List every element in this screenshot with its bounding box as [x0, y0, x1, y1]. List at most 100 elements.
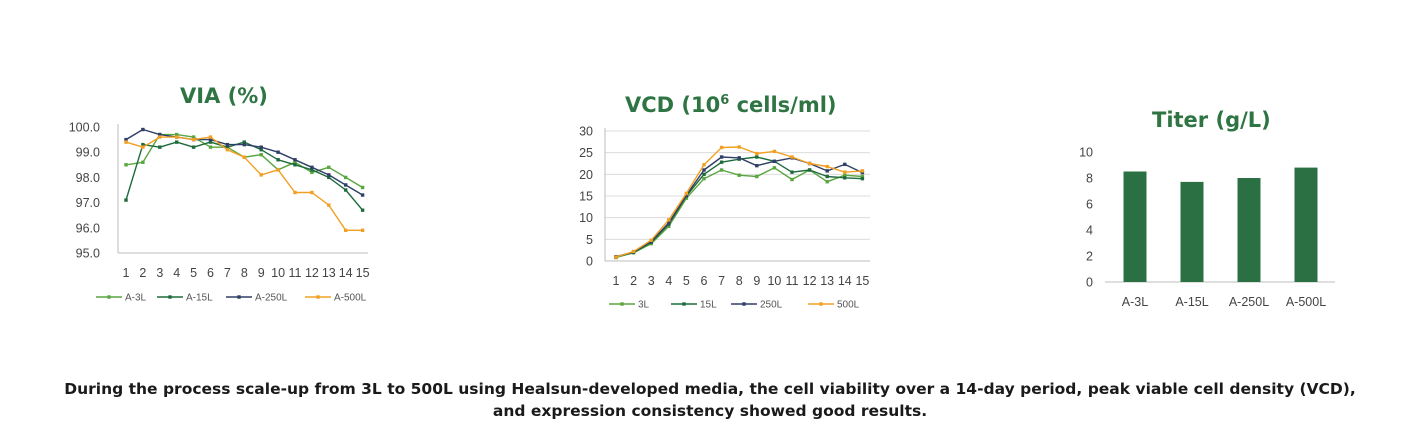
vcd-legend-marker [682, 302, 686, 306]
vcd-x-tick-label: 5 [683, 274, 690, 288]
vcd-x-tick-label: 11 [786, 274, 799, 288]
vcd-data-point [667, 224, 671, 229]
via-data-point [225, 145, 230, 149]
vcd-x-tick-label: 8 [736, 274, 743, 288]
vcd-data-point [825, 169, 829, 173]
via-data-point [259, 145, 263, 149]
vcd-data-point [790, 170, 794, 174]
caption-line-1: During the process scale-up from 3L to 5… [64, 380, 1356, 398]
vcd-data-point [702, 172, 706, 177]
vcd-data-point [860, 174, 865, 179]
vcd-data-point [860, 169, 865, 173]
via-x-tick-label: 8 [241, 266, 248, 280]
vcd-y-tick-label: 0 [586, 255, 593, 269]
via-data-point [310, 170, 314, 175]
via-x-tick-label: 11 [289, 266, 302, 280]
via-data-point [141, 142, 145, 147]
titer-x-tick-label: A-15L [1175, 295, 1208, 309]
vcd-y-tick-label: 5 [586, 233, 593, 247]
via-x-tick-label: 13 [322, 266, 336, 280]
via-data-point [360, 185, 365, 190]
vcd-legend-label: 15L [700, 300, 717, 311]
vcd-data-point [702, 163, 706, 167]
caption-line-2: and expression consistency showed good r… [492, 402, 928, 420]
vcd-title-main: VCD (10 [625, 93, 721, 117]
via-data-point [124, 137, 128, 142]
via-x-tick-label: 7 [224, 266, 231, 280]
vcd-data-point [790, 155, 794, 159]
titer-x-tick-label: A-3L [1122, 295, 1148, 309]
via-data-point [276, 168, 280, 172]
vcd-data-point [649, 238, 653, 242]
via-data-point [175, 132, 179, 137]
via-data-point [191, 145, 196, 149]
vcd-data-point [772, 166, 777, 170]
via-data-point [344, 175, 348, 180]
titer-y-tick-label: 8 [1086, 172, 1093, 186]
vcd-x-tick-label: 6 [701, 274, 708, 288]
vcd-data-point [772, 159, 777, 164]
vcd-data-point [807, 161, 812, 166]
titer-x-tick-label: A-250L [1229, 295, 1269, 309]
vcd-legend-label: 500L [837, 300, 860, 311]
vcd-data-point [684, 196, 689, 200]
via-data-point [293, 190, 297, 195]
vcd-data-point [860, 176, 865, 181]
via-data-point [242, 140, 246, 144]
via-y-tick-label: 96.0 [76, 221, 100, 235]
vcd-legend-label: 250L [760, 300, 783, 311]
vcd-legend-marker [742, 302, 746, 306]
via-data-point [141, 160, 145, 164]
vcd-data-point [843, 162, 847, 167]
vcd-legend-marker [819, 302, 823, 306]
via-legend-marker [168, 295, 172, 299]
vcd-data-point [684, 191, 689, 196]
via-data-point [344, 188, 348, 192]
via-data-point [191, 135, 196, 139]
vcd-title-end: cells/ml) [729, 93, 837, 117]
vcd-x-tick-label: 7 [718, 274, 725, 288]
via-data-point [141, 145, 145, 149]
vcd-data-point [702, 176, 706, 181]
via-y-tick-label: 99.0 [76, 146, 100, 160]
via-data-point [310, 190, 314, 195]
titer-bar [1123, 171, 1147, 282]
vcd-x-tick-label: 1 [613, 274, 620, 288]
vcd-data-point [737, 156, 741, 160]
vcd-data-point [790, 177, 794, 182]
via-x-tick-label: 1 [123, 266, 130, 280]
vcd-x-tick-label: 15 [855, 274, 869, 288]
vcd-data-point [737, 173, 741, 177]
via-data-point [175, 140, 179, 144]
via-data-point [242, 142, 246, 147]
via-data-point [259, 173, 263, 177]
vcd-title-superscript: 6 [720, 93, 730, 108]
via-x-tick-label: 3 [156, 266, 163, 280]
vcd-data-point [719, 160, 724, 164]
vcd-data-point [719, 168, 724, 172]
via-data-point [327, 203, 331, 207]
vcd-chart-title: VCD (106 cells/ml) [625, 93, 837, 117]
vcd-legend-label: 3L [638, 300, 650, 311]
via-data-point [276, 150, 280, 154]
vcd-series-line-1 [615, 167, 863, 259]
vcd-y-tick-label: 15 [579, 190, 593, 204]
via-y-tick-label: 95.0 [76, 247, 100, 261]
vcd-data-point [667, 221, 671, 225]
via-data-point [124, 140, 128, 144]
titer-x-tick-label: A-500L [1286, 295, 1326, 309]
vcd-data-point [825, 180, 829, 184]
titer-y-tick-label: 0 [1086, 276, 1093, 290]
via-x-tick-label: 6 [207, 266, 214, 280]
via-data-point [141, 127, 145, 132]
via-data-point [208, 140, 213, 144]
vcd-y-tick-label: 25 [579, 146, 593, 160]
via-data-point [259, 147, 263, 152]
vcd-x-tick-label: 10 [767, 274, 781, 288]
vcd-data-point [825, 174, 829, 179]
via-data-point [225, 142, 230, 147]
via-data-point [327, 173, 331, 177]
via-legend-marker [237, 295, 241, 299]
via-data-point [327, 165, 331, 170]
via-x-tick-label: 5 [190, 266, 197, 280]
